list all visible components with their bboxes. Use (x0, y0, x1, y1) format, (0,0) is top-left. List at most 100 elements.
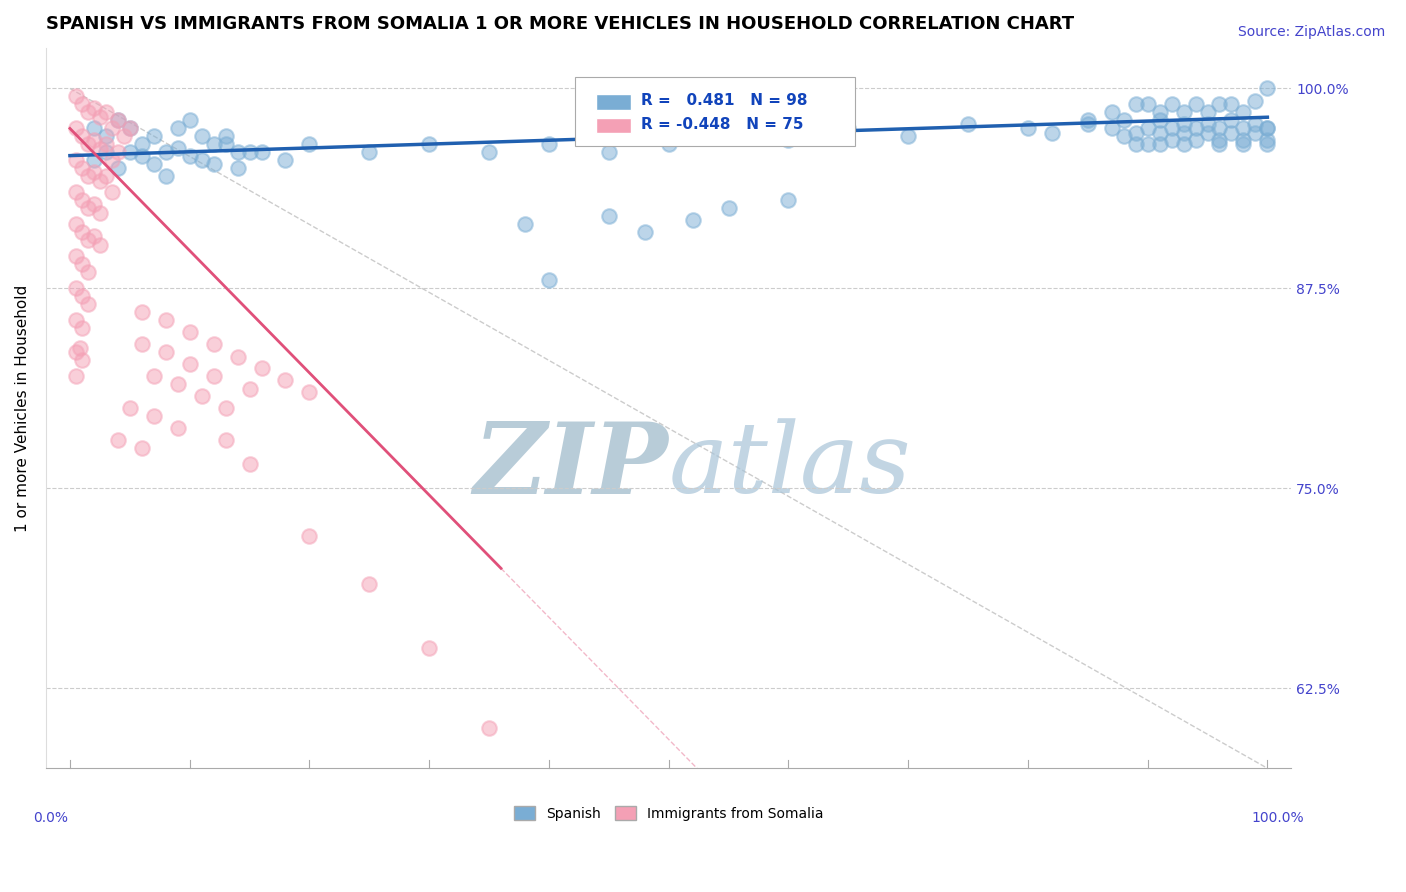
Point (1125, 137, 1147, 152)
Point (214, 137, 236, 152)
Point (478, 721, 501, 735)
Point (94, 145, 117, 160)
Text: Source: ZipAtlas.com: Source: ZipAtlas.com (1237, 25, 1385, 39)
FancyBboxPatch shape (575, 78, 855, 145)
Point (226, 161, 249, 176)
Point (190, 388, 212, 402)
Point (70, 97, 93, 112)
Point (250, 145, 273, 160)
Point (250, 361, 273, 376)
Point (202, 337, 225, 351)
Point (238, 145, 260, 160)
Point (1149, 137, 1171, 152)
Text: atlas: atlas (669, 418, 911, 514)
Point (94, 129, 117, 144)
Bar (596, 118, 631, 134)
Point (107, 145, 129, 160)
Point (70, 321, 93, 335)
Point (1101, 105, 1123, 120)
Point (778, 133, 800, 147)
Point (107, 161, 129, 176)
Point (956, 117, 979, 131)
Point (202, 137, 225, 152)
Point (77, 169, 100, 184)
Point (1040, 126, 1063, 140)
Point (1256, 133, 1278, 147)
Point (214, 434, 236, 448)
Point (778, 194, 800, 208)
Point (1136, 121, 1159, 136)
Point (1256, 121, 1278, 136)
Point (1112, 129, 1135, 144)
Point (89, 206, 111, 220)
Point (1232, 133, 1254, 147)
Point (1232, 137, 1254, 152)
Point (101, 121, 124, 136)
Point (94, 105, 117, 120)
Point (1173, 126, 1195, 140)
Point (131, 148, 153, 162)
Point (298, 385, 321, 400)
Point (77, 137, 100, 152)
Point (77, 105, 100, 120)
Point (112, 129, 135, 144)
Point (1197, 117, 1219, 131)
Point (65, 89, 87, 103)
Point (179, 357, 201, 371)
Point (202, 369, 225, 384)
Point (70, 129, 93, 144)
Point (1125, 97, 1147, 112)
Point (190, 129, 212, 144)
Point (1208, 121, 1230, 136)
Point (658, 137, 681, 152)
Point (1112, 113, 1135, 128)
Point (77, 265, 100, 279)
Point (1136, 97, 1159, 112)
Point (274, 153, 297, 168)
Point (155, 169, 177, 184)
Point (359, 577, 381, 591)
Point (202, 156, 225, 170)
Point (837, 121, 859, 136)
Point (1160, 121, 1182, 136)
Point (1160, 133, 1182, 147)
Point (634, 226, 657, 240)
Point (155, 313, 177, 327)
Point (142, 129, 165, 144)
Point (118, 401, 141, 416)
Point (83, 228, 105, 243)
Point (65, 249, 87, 263)
Point (179, 113, 201, 128)
Point (70, 289, 93, 303)
Point (1220, 126, 1243, 140)
Point (1136, 137, 1159, 152)
Point (1184, 133, 1206, 147)
Point (478, 145, 501, 160)
Point (1101, 121, 1123, 136)
Point (69, 341, 91, 355)
Point (1173, 105, 1195, 120)
Point (65, 186, 87, 200)
Point (65, 281, 87, 295)
Point (513, 218, 536, 232)
Point (1149, 113, 1171, 128)
Point (190, 153, 212, 168)
Point (107, 434, 129, 448)
Point (1184, 97, 1206, 112)
Point (155, 345, 177, 359)
Point (1232, 121, 1254, 136)
Text: SPANISH VS IMMIGRANTS FROM SOMALIA 1 OR MORE VEHICLES IN HOUSEHOLD CORRELATION C: SPANISH VS IMMIGRANTS FROM SOMALIA 1 OR … (46, 15, 1074, 33)
Point (107, 113, 129, 128)
Point (101, 153, 124, 168)
Point (298, 529, 321, 543)
Point (89, 110, 111, 124)
Point (77, 234, 100, 248)
Point (131, 305, 153, 319)
Point (1149, 105, 1171, 120)
Point (131, 337, 153, 351)
Point (1160, 97, 1182, 112)
Point (179, 325, 201, 339)
Text: 0.0%: 0.0% (34, 812, 69, 825)
Bar (596, 94, 631, 110)
Point (131, 137, 153, 152)
